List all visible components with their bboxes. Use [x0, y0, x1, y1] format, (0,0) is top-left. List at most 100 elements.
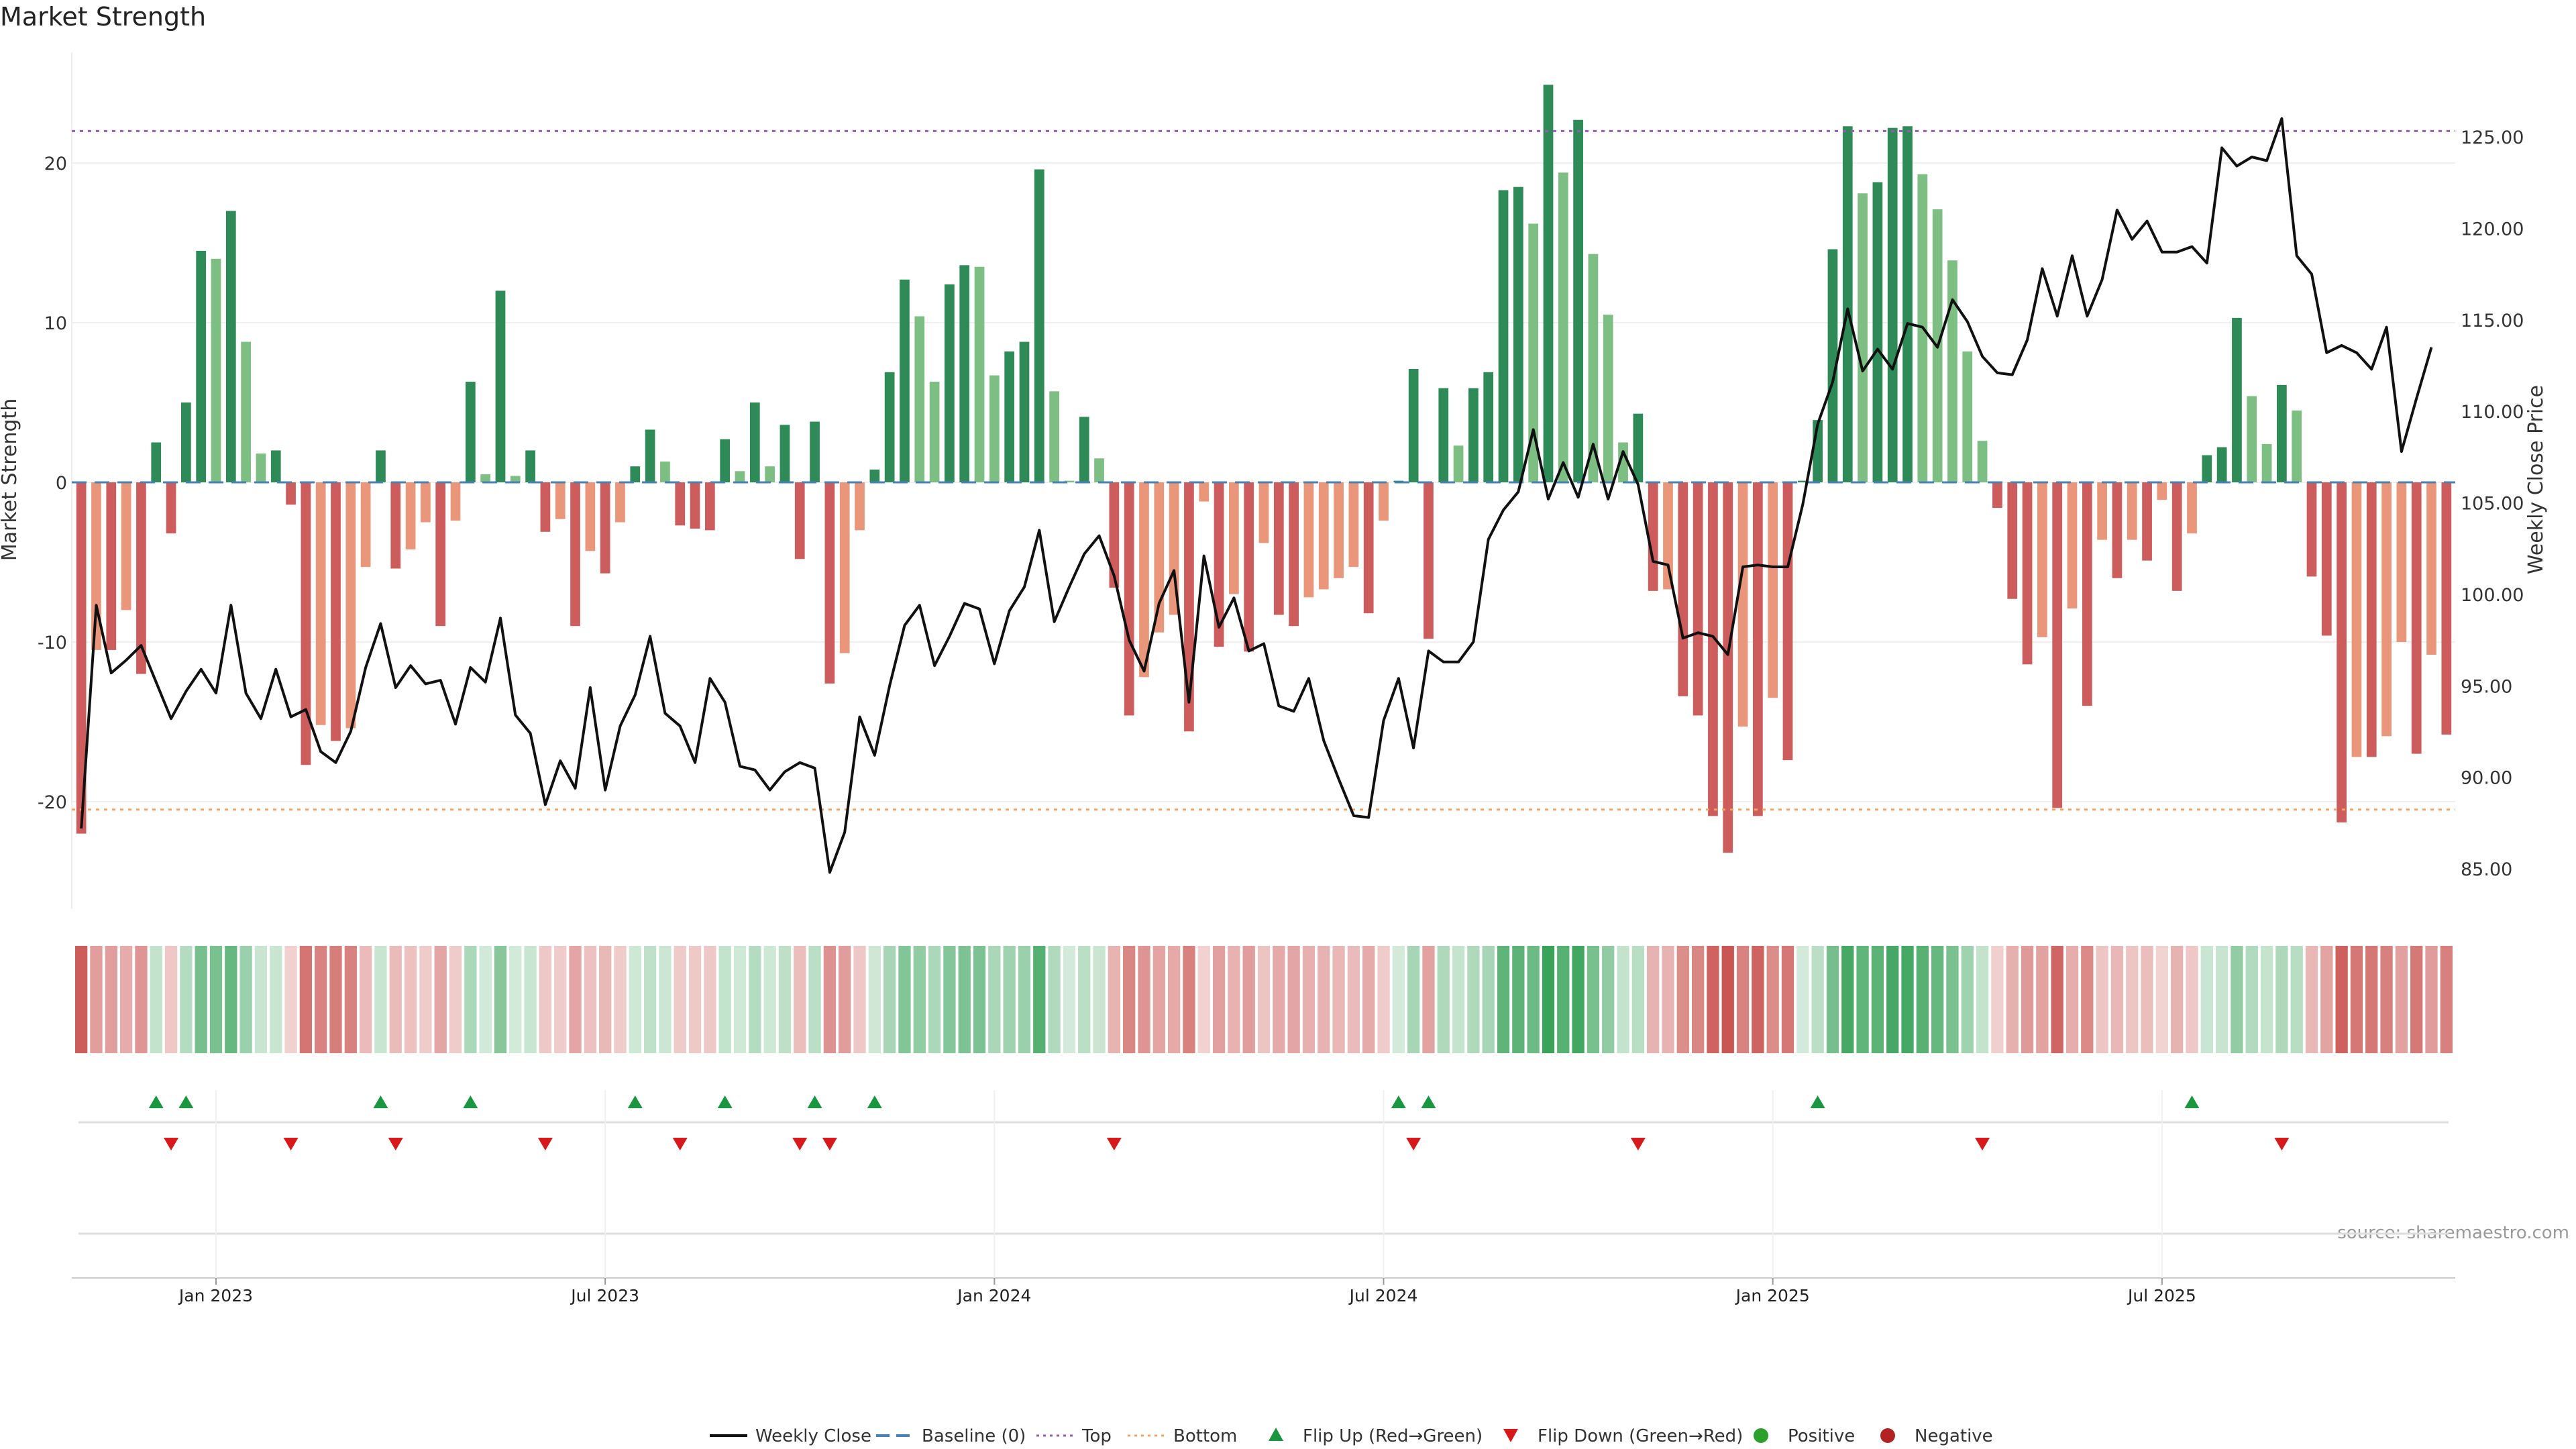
strength-bar	[2337, 482, 2347, 822]
heatmap-cell	[1452, 946, 1465, 1053]
heatmap-cell	[404, 946, 417, 1053]
strength-bar	[166, 482, 176, 534]
strength-bar	[1199, 482, 1210, 502]
heatmap-cell	[659, 946, 672, 1053]
heatmap-cell	[1197, 946, 1210, 1053]
strength-bar	[780, 425, 790, 482]
strength-bar	[1273, 482, 1284, 615]
strength-bar	[2142, 482, 2152, 561]
flip-up-marker	[178, 1095, 194, 1108]
strength-bar	[2202, 455, 2212, 482]
heatmap-cell	[1287, 946, 1300, 1053]
strength-bar	[2216, 447, 2227, 482]
flip-up-marker	[717, 1095, 733, 1108]
strength-bar	[360, 482, 371, 568]
strength-bar	[675, 482, 686, 526]
heatmap-cell	[928, 946, 941, 1053]
heatmap-cell	[1467, 946, 1480, 1053]
heatmap-cell	[688, 946, 702, 1053]
flip-down-marker	[822, 1138, 837, 1150]
strength-bar	[1872, 182, 1883, 482]
heatmap-cell	[1572, 946, 1585, 1053]
y2-tick-label: 125.00	[2461, 127, 2524, 148]
heatmap-cell	[494, 946, 507, 1053]
flip-down-marker	[164, 1138, 179, 1150]
heatmap-strip	[75, 946, 2453, 1053]
heatmap-cell	[1093, 946, 1106, 1053]
strength-bar	[345, 482, 356, 729]
heatmap-cell	[2365, 946, 2378, 1053]
strength-bar	[1124, 482, 1134, 716]
strength-bar	[301, 482, 311, 765]
flip-down-marker	[283, 1138, 299, 1150]
legend-label: Flip Up (Red→Green)	[1303, 1426, 1483, 1446]
strength-bar	[1064, 480, 1075, 482]
strength-bar	[1079, 417, 1089, 482]
heatmap-cell	[344, 946, 357, 1053]
heatmap-cell	[1736, 946, 1750, 1053]
strength-bar	[1842, 126, 1853, 482]
flip-down-marker	[672, 1138, 688, 1150]
strength-bar	[2112, 482, 2123, 578]
heatmap-cell	[2260, 946, 2273, 1053]
y2-tick-label: 85.00	[2461, 859, 2512, 880]
legend-swatch	[1503, 1429, 1518, 1442]
heatmap-cell	[1332, 946, 1345, 1053]
strength-bar	[1782, 482, 1793, 761]
heatmap-cell	[988, 946, 1001, 1053]
y2-axis-label: Weekly Close Price	[2524, 385, 2548, 574]
strength-bar	[630, 466, 641, 482]
heatmap-cell	[2350, 946, 2363, 1053]
flip-down-marker	[2274, 1138, 2290, 1150]
strength-bar	[405, 482, 416, 549]
strength-bar	[570, 482, 580, 627]
heatmap-cell	[1497, 946, 1510, 1053]
heatmap-cell	[1063, 946, 1076, 1053]
strength-bar	[421, 482, 431, 523]
heatmap-cell	[254, 946, 268, 1053]
strength-bar	[1558, 172, 1568, 482]
heatmap-cell	[1422, 946, 1435, 1053]
strength-bar	[450, 482, 461, 521]
strength-bar	[2441, 482, 2452, 735]
strength-bar	[1154, 482, 1165, 633]
heatmap-cell	[1752, 946, 1764, 1053]
heatmap-cell	[1976, 946, 1989, 1053]
strength-bar	[1109, 482, 1120, 588]
strength-bar	[600, 482, 610, 574]
strength-bar	[1453, 445, 1464, 482]
strength-bar	[540, 482, 551, 532]
heatmap-cell	[105, 946, 117, 1053]
strength-bar	[1348, 482, 1359, 568]
heatmap-cell	[1811, 946, 1824, 1053]
y-tick-label: 10	[44, 313, 67, 334]
y-tick-label: -20	[38, 792, 67, 813]
flip-up-marker	[2184, 1095, 2200, 1108]
strength-bar	[1648, 482, 1658, 591]
heatmap-cell	[2305, 946, 2318, 1053]
heatmap-cell	[2275, 946, 2288, 1053]
heatmap-cell	[2425, 946, 2438, 1053]
heatmap-cell	[1691, 946, 1705, 1053]
strength-bar	[1902, 126, 1913, 482]
flip-up-marker	[1421, 1095, 1436, 1108]
strength-bar	[510, 476, 521, 482]
strength-bar	[720, 439, 731, 482]
heatmap-cell	[389, 946, 402, 1053]
heatmap-cell	[1961, 946, 1974, 1053]
heatmap-cell	[1302, 946, 1316, 1053]
strength-bar	[1094, 458, 1104, 482]
strength-bar	[1334, 482, 1344, 578]
strength-bar	[2292, 410, 2302, 482]
strength-bar	[225, 211, 236, 482]
strength-bar	[1049, 391, 1059, 482]
strength-bar	[989, 375, 1000, 482]
strength-bar	[1363, 482, 1374, 614]
strength-bar	[315, 482, 326, 725]
heatmap-cell	[359, 946, 372, 1053]
heatmap-cell	[1123, 946, 1136, 1053]
strength-bar	[1483, 372, 1494, 482]
strength-bar	[974, 266, 985, 482]
heatmap-cell	[569, 946, 582, 1053]
strength-bar	[555, 482, 566, 519]
